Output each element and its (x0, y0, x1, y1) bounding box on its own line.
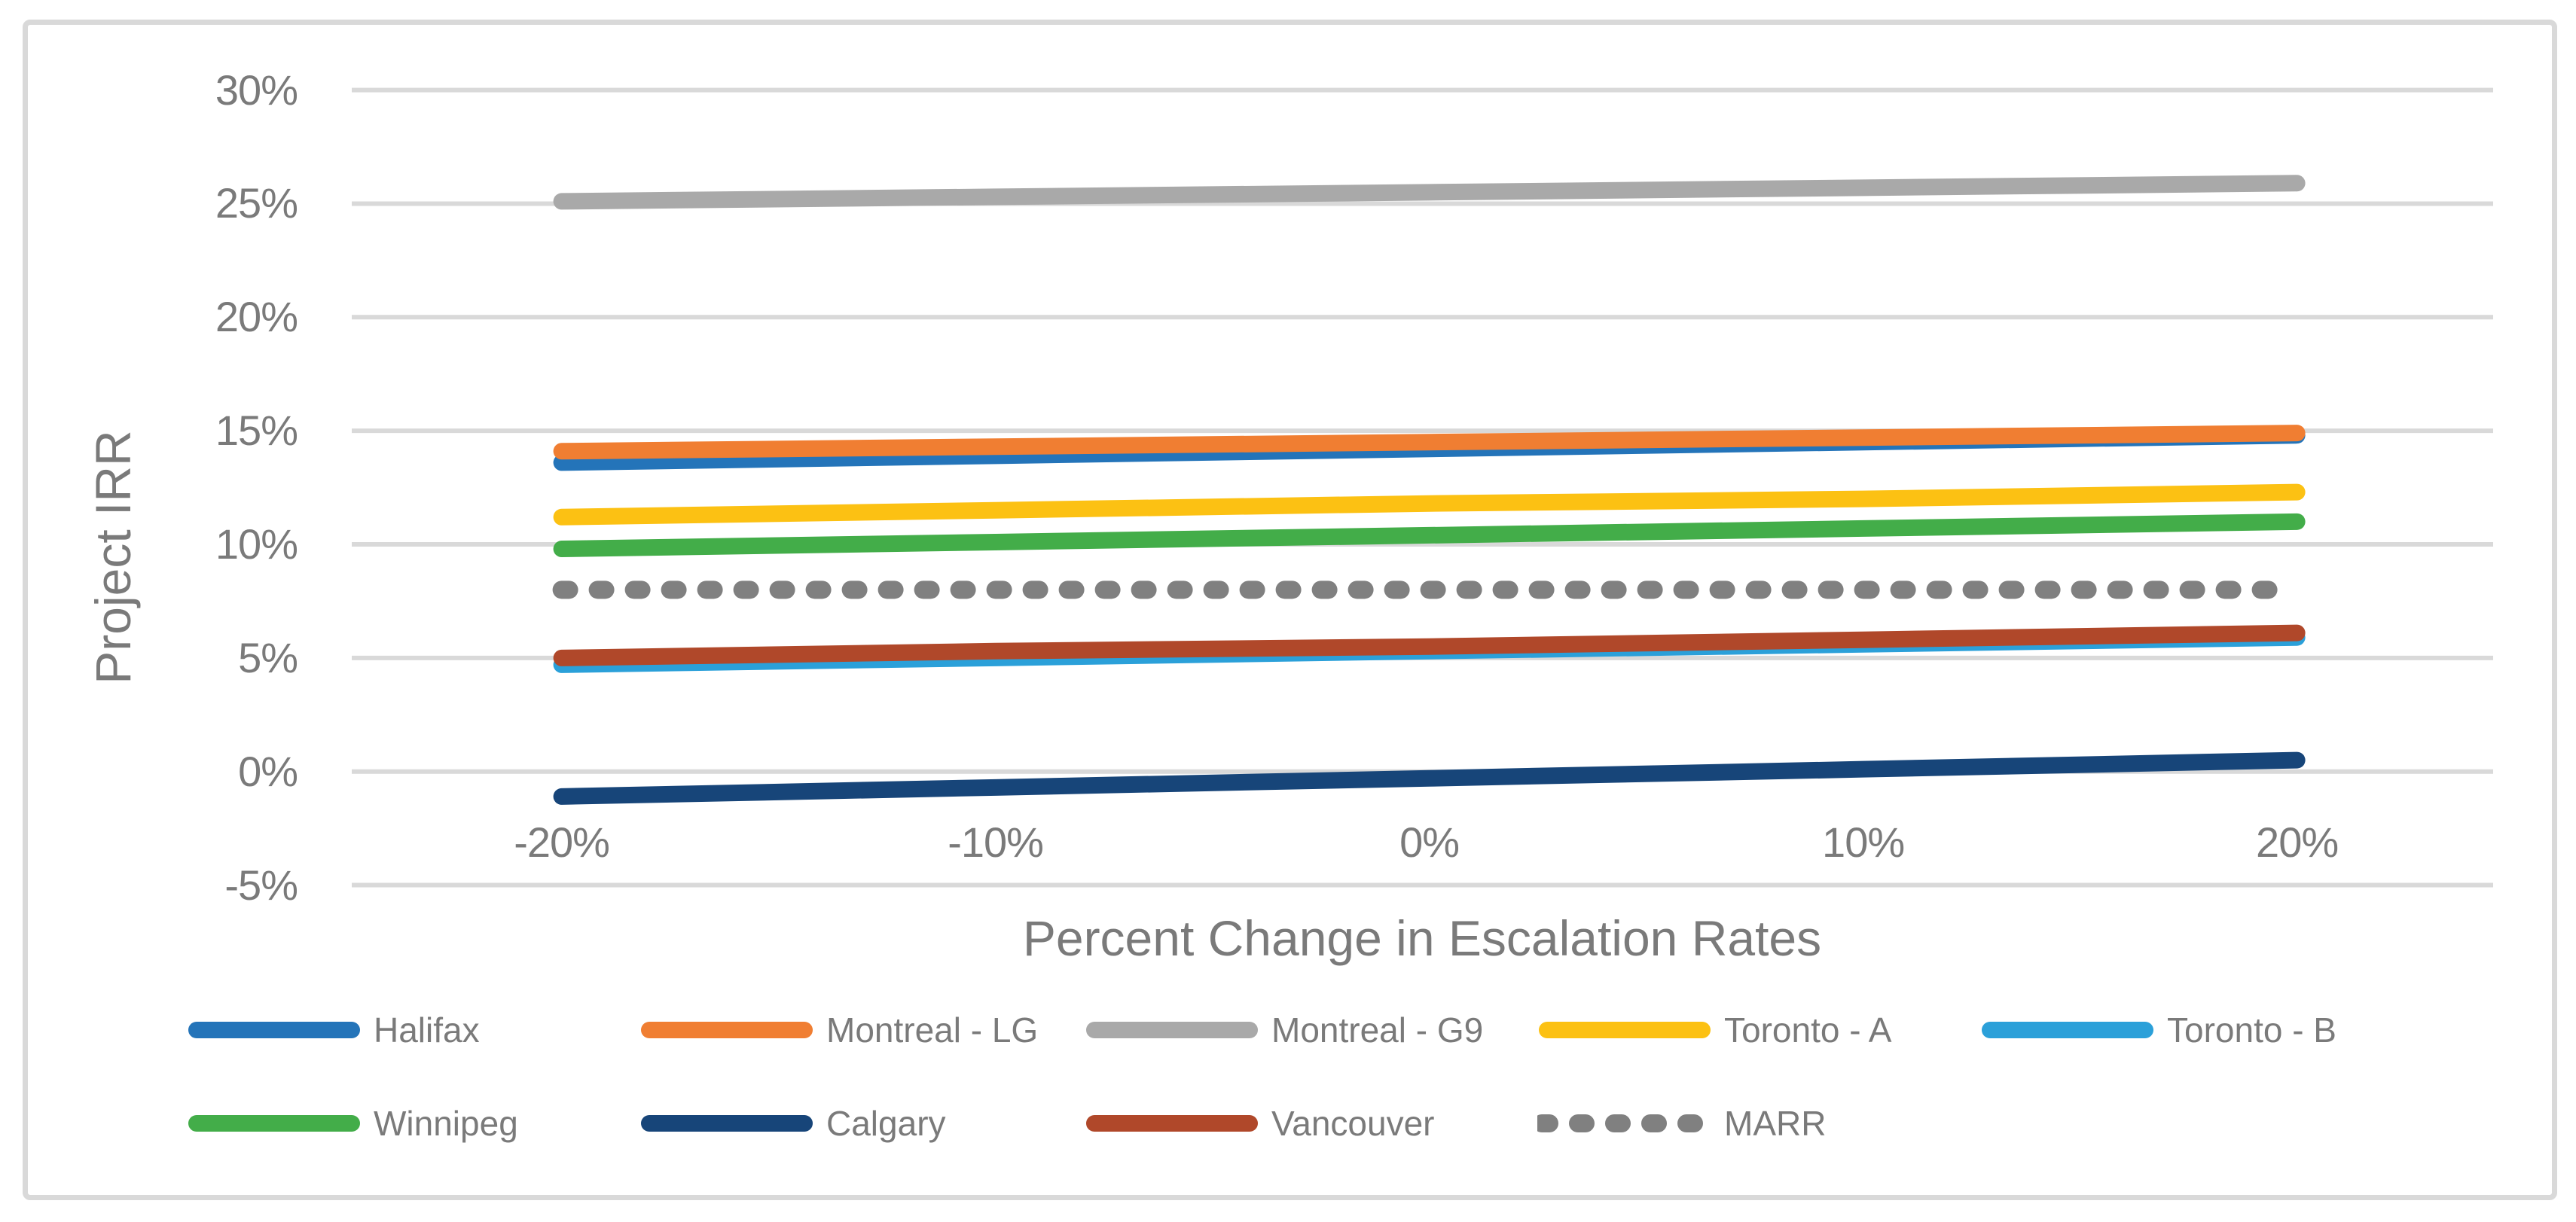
legend-swatch-icon (188, 1115, 360, 1132)
x-tick-label: -20% (514, 818, 610, 866)
x-tick-label: -10% (948, 818, 1044, 866)
y-axis-title: Project IRR (85, 430, 141, 684)
legend-swatch-icon (1086, 1022, 1258, 1038)
y-tick-label: 20% (215, 293, 298, 341)
series-line-winnipeg (553, 513, 2306, 558)
legend-swatch-icon (1537, 1114, 1712, 1132)
y-tick-label: 30% (215, 66, 298, 114)
y-tick-label: 5% (238, 633, 298, 681)
x-tick-label: 0% (1399, 818, 1460, 866)
legend-label: Toronto - A (1724, 1010, 1892, 1050)
legend-label: Montreal - LG (826, 1010, 1039, 1050)
legend-label: Montreal - G9 (1271, 1010, 1484, 1050)
legend-swatch-icon (1086, 1115, 1258, 1132)
legend-label: Toronto - B (2167, 1010, 2336, 1050)
series-line-montreal-lg (553, 425, 2306, 460)
y-tick-label: 10% (215, 520, 298, 568)
y-tick-label: 25% (215, 179, 298, 227)
legend-swatch-icon (188, 1022, 360, 1038)
y-tick-label: 0% (238, 747, 298, 795)
chart-frame (23, 20, 2557, 1200)
y-tick-label: -5% (224, 861, 298, 909)
y-tick-label: 15% (215, 407, 298, 455)
series-line-calgary (553, 751, 2306, 805)
legend-label: Winnipeg (374, 1104, 518, 1143)
legend-label: MARR (1724, 1104, 1827, 1143)
series-line-toronto-a (553, 483, 2306, 526)
legend-swatch-icon (1539, 1022, 1711, 1038)
legend-swatch-icon (641, 1022, 813, 1038)
x-tick-label: 10% (1822, 818, 1905, 866)
series-line-vancouver (553, 624, 2306, 666)
legend-label: Calgary (826, 1104, 946, 1143)
legend-swatch-icon (1982, 1022, 2153, 1038)
series-line-montreal-g9 (553, 175, 2306, 210)
legend-swatch-icon (641, 1115, 813, 1132)
legend-label: Vancouver (1271, 1104, 1435, 1143)
x-axis-title: Percent Change in Escalation Rates (1022, 910, 1822, 966)
legend-label: Halifax (374, 1010, 480, 1050)
series-lines (552, 175, 2306, 805)
x-tick-label: 20% (2256, 818, 2339, 866)
